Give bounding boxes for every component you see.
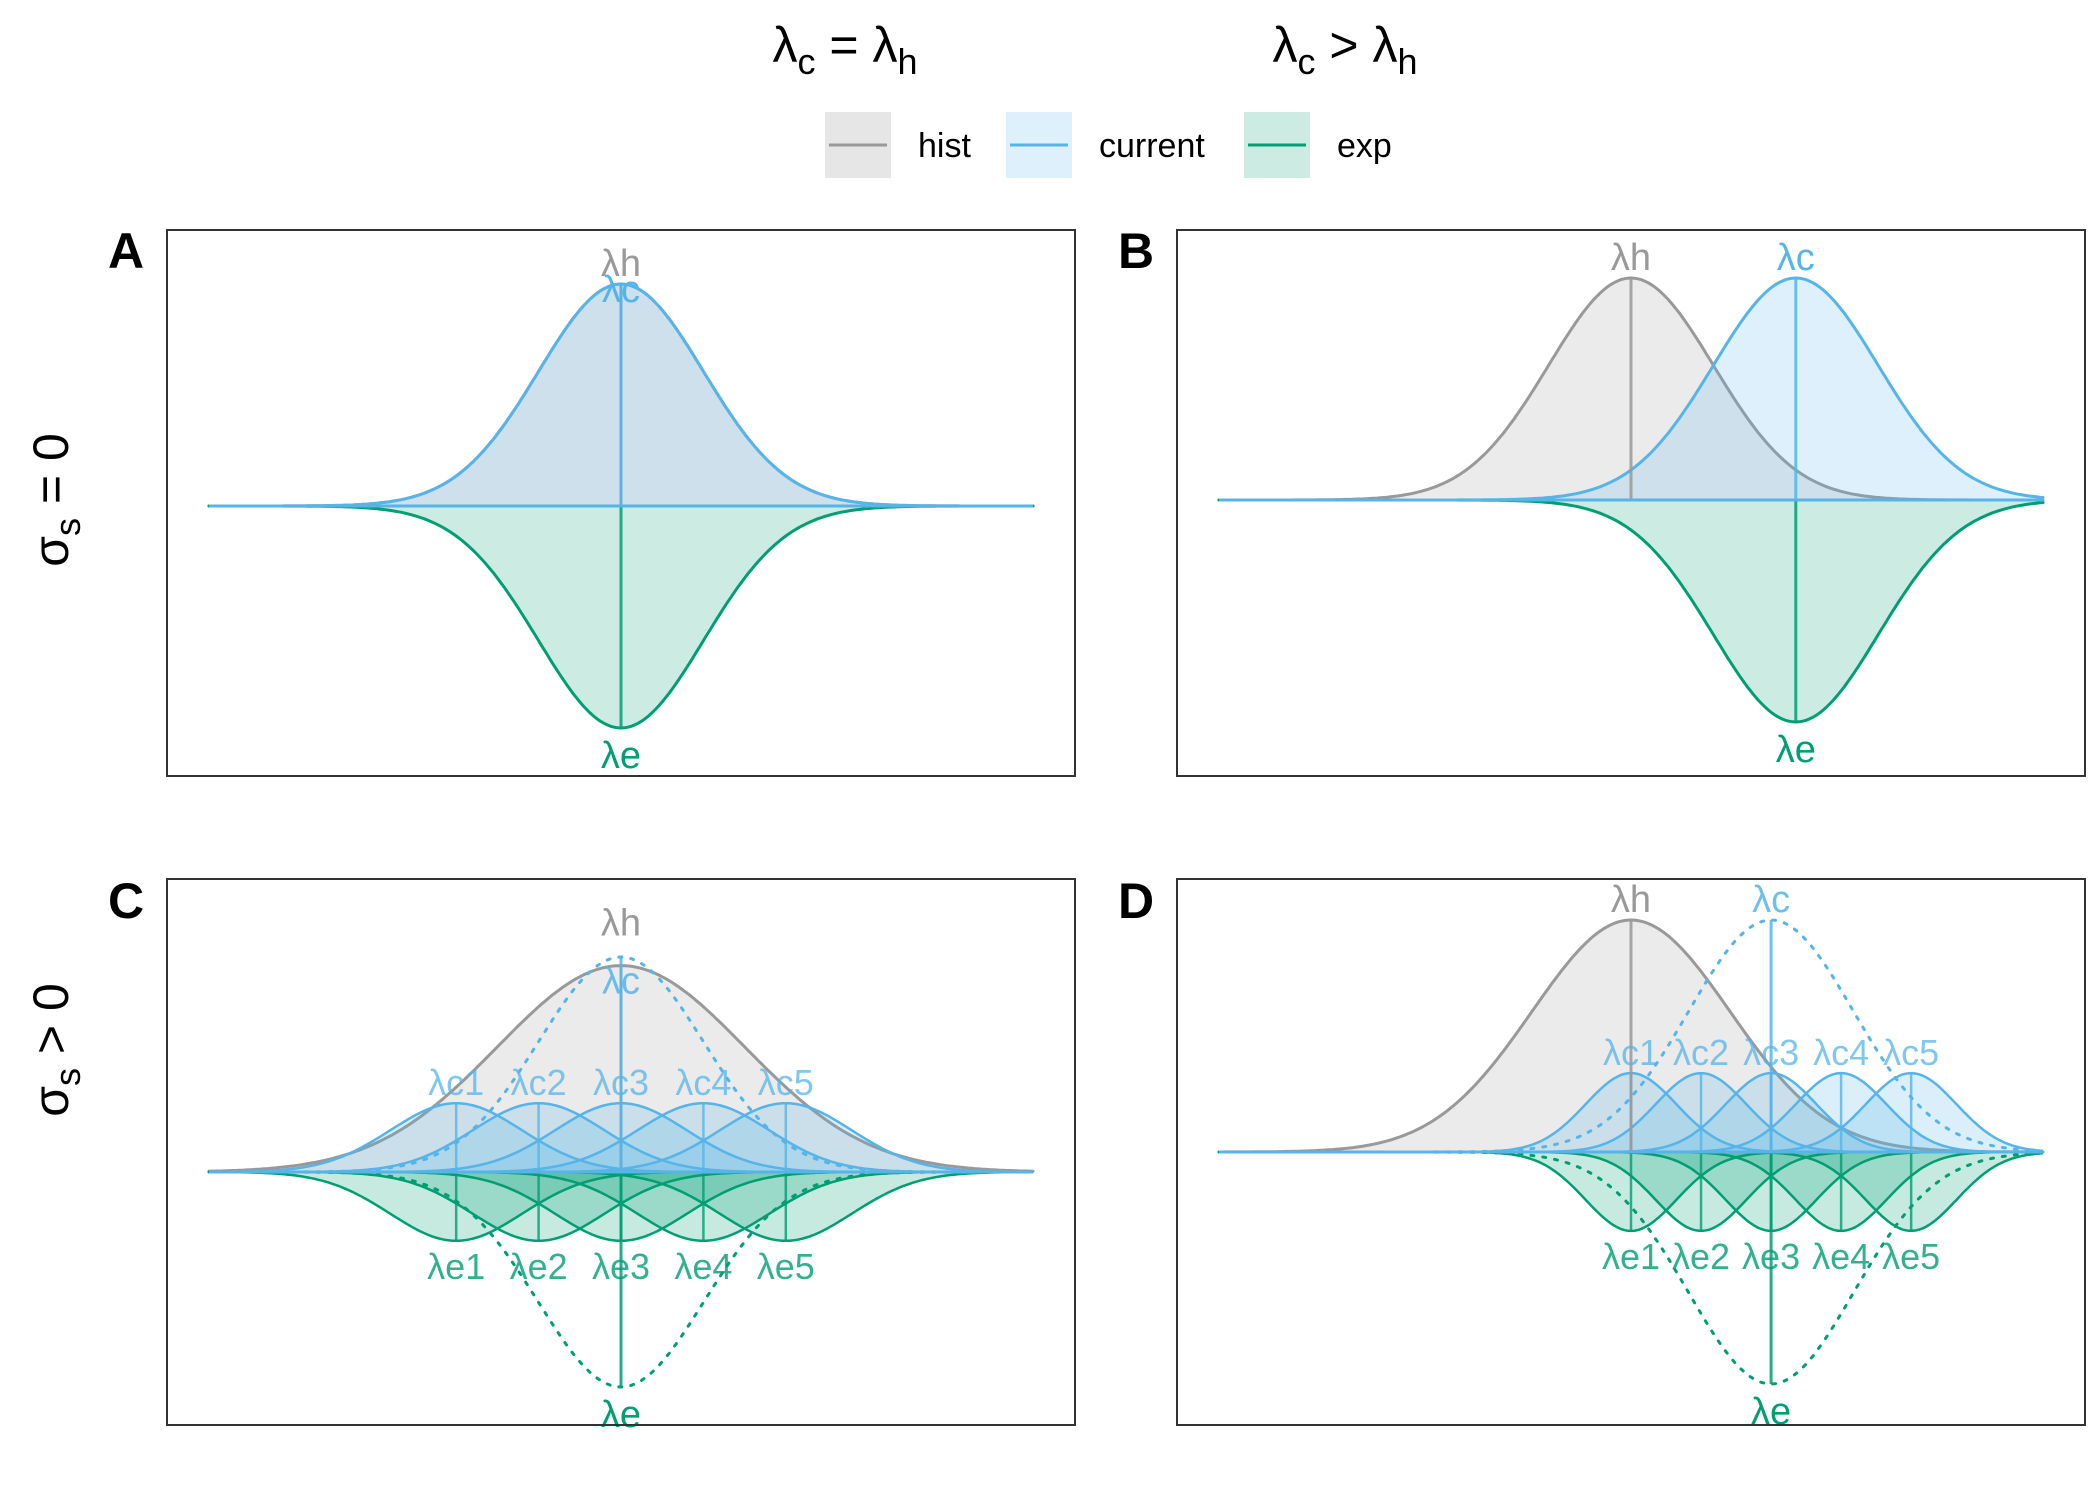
row-title-1: σs = 0	[23, 433, 88, 567]
legend-item-current: current	[1006, 112, 1205, 178]
current-area	[1219, 278, 2043, 500]
current-sub-area-1	[209, 1103, 1033, 1172]
current-sub-label-5: λc5	[758, 1062, 814, 1103]
row-title-2: σs > 0	[23, 983, 88, 1117]
exp-peak-label: λe	[601, 735, 641, 777]
exp-peak-label: λe	[601, 1394, 641, 1436]
current-sub-label-4: λc4	[1813, 1032, 1869, 1073]
current-peak-label: λc	[1777, 237, 1815, 279]
panel-tag-c: C	[108, 873, 144, 929]
current-sub-label-3: λc3	[593, 1062, 649, 1103]
column-title-1: λc = λh	[772, 17, 917, 82]
panel-border	[166, 878, 1076, 1426]
legend-label-exp: exp	[1337, 127, 1392, 165]
exp-peak-label: λe	[1751, 1391, 1791, 1433]
current-sub-label-3: λc3	[1743, 1032, 1799, 1073]
panel-d: λh λc λe λc1 λe1 λc2 λe2 λc3 λe3 λc4 λe4 λc5 λe5	[1176, 878, 2086, 1433]
current-peak-label: λc	[602, 269, 640, 311]
panel-b: λh λc λe	[1176, 229, 2086, 777]
current-sub-area-5	[209, 1103, 1033, 1172]
hist-peak-label: λh	[1611, 237, 1651, 279]
hist-peak-label: λh	[601, 903, 641, 945]
legend-label-current: current	[1099, 127, 1205, 165]
hist-peak-label: λh	[1611, 879, 1651, 921]
panel-tag-a: A	[108, 223, 144, 279]
exp-sub-label-5: λe5	[1882, 1236, 1940, 1277]
exp-sub-label-5: λe5	[757, 1246, 815, 1287]
panel-border	[1176, 229, 2086, 777]
exp-sub-label-4: λe4	[674, 1246, 732, 1287]
current-peak-label: λc	[1752, 879, 1790, 921]
legend-item-hist: hist	[825, 112, 971, 178]
exp-sub-label-4: λe4	[1812, 1236, 1870, 1277]
panel-border	[1176, 878, 2086, 1426]
panel-border	[166, 229, 1076, 777]
current-sub-label-2: λc2	[511, 1062, 567, 1103]
current-peak-label: λc	[602, 961, 640, 1003]
legend-label-hist: hist	[918, 127, 971, 165]
legend-item-exp: exp	[1244, 112, 1392, 178]
panel-tag-b: B	[1118, 223, 1154, 279]
exp-sub-label-1: λe1	[1602, 1236, 1660, 1277]
current-sub-label-1: λc1	[428, 1062, 484, 1103]
panel-c: λh λc λe λc1 λe1 λc2 λe2 λc3 λe3 λc4 λe4 λc5 λe5	[166, 878, 1076, 1436]
exp-peak-label: λe	[1776, 729, 1816, 771]
exp-sub-label-2: λe2	[510, 1246, 568, 1287]
legend: hist current exp	[825, 112, 1392, 178]
exp-sub-label-2: λe2	[1672, 1236, 1730, 1277]
exp-sub-label-1: λe1	[427, 1246, 485, 1287]
exp-sub-area-2	[1219, 1152, 2043, 1231]
exp-sub-label-3: λe3	[592, 1246, 650, 1287]
exp-sub-area-5	[209, 1172, 1033, 1241]
current-sub-label-5: λc5	[1883, 1032, 1939, 1073]
exp-sub-label-3: λe3	[1742, 1236, 1800, 1277]
exp-area	[1219, 500, 2043, 722]
panel-tag-d: D	[1118, 873, 1154, 929]
current-sub-label-4: λc4	[675, 1062, 731, 1103]
column-title-2: λc > λh	[1272, 17, 1417, 82]
exp-sub-area-1	[209, 1172, 1033, 1241]
hist-peak-label: λh	[601, 243, 641, 285]
current-sub-label-1: λc1	[1603, 1032, 1659, 1073]
current-sub-label-2: λc2	[1673, 1032, 1729, 1073]
